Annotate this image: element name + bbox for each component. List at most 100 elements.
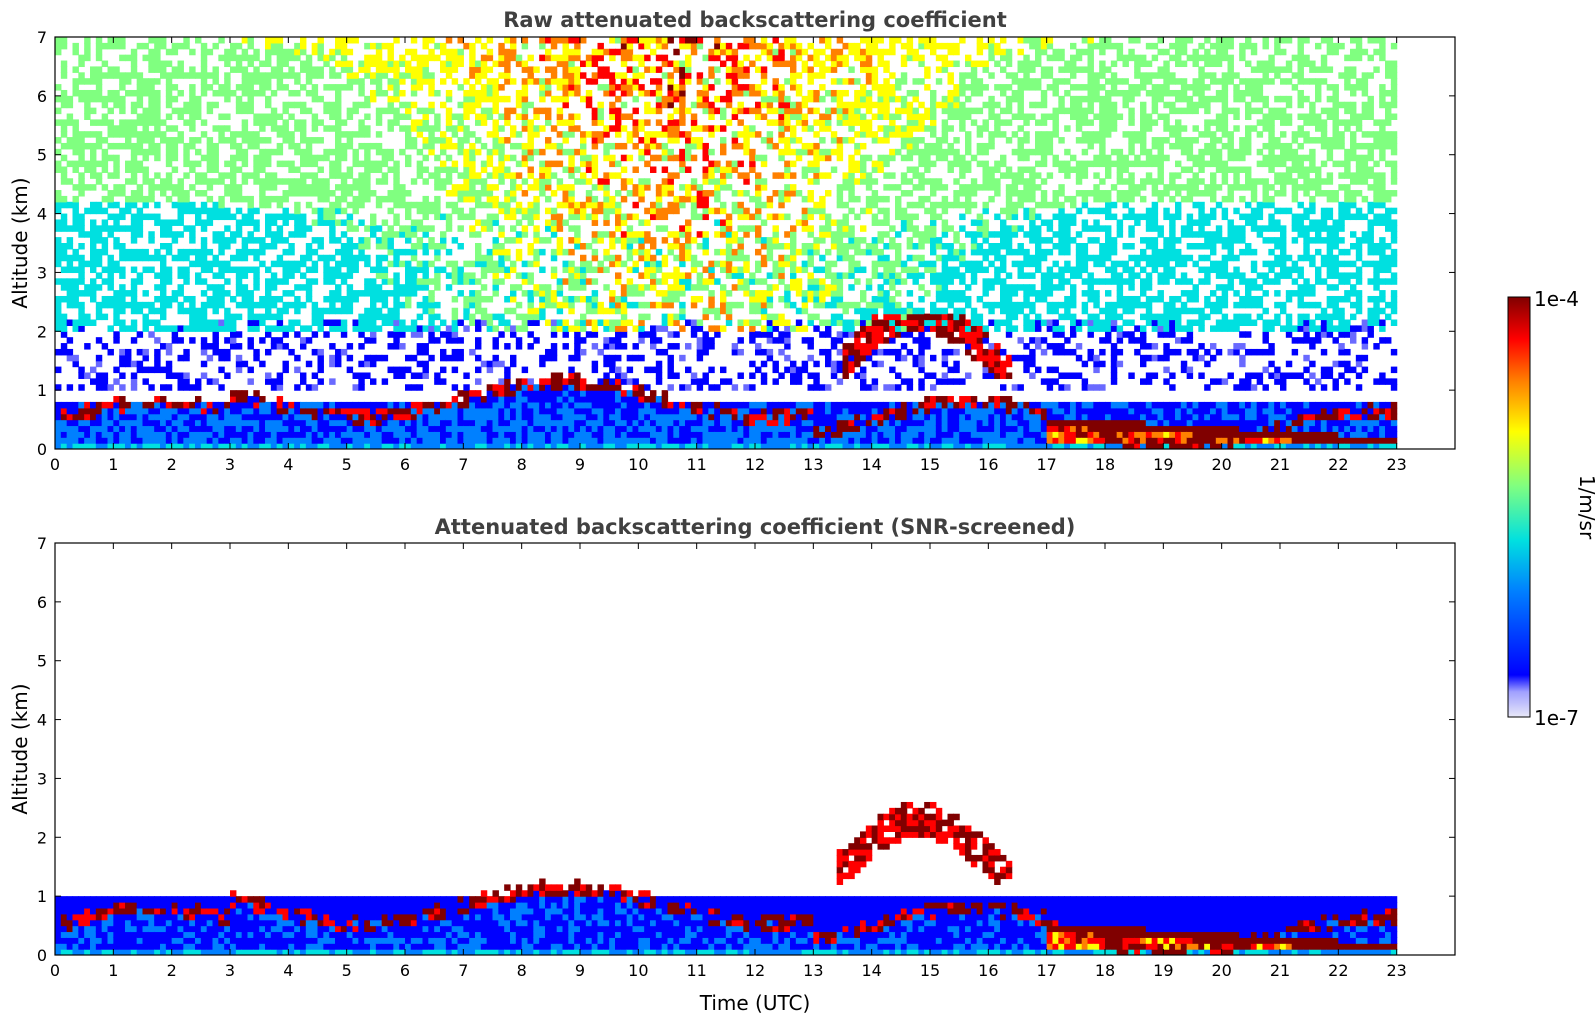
heatmap-cell <box>183 207 190 215</box>
heatmap-cell <box>410 443 418 449</box>
heatmap-cell <box>230 343 237 350</box>
heatmap-cell <box>130 419 138 427</box>
heatmap-cell <box>504 384 511 391</box>
heatmap-cell <box>177 266 184 274</box>
heatmap-cell <box>568 66 575 73</box>
heatmap-cell <box>241 54 249 62</box>
heatmap-cell <box>480 190 488 197</box>
heatmap-cell <box>416 219 424 226</box>
heatmap-cell <box>90 142 97 150</box>
heatmap-cell <box>597 107 604 115</box>
heatmap-cell <box>527 137 534 144</box>
heatmap-cell <box>702 54 709 62</box>
heatmap-cell <box>113 378 120 385</box>
heatmap-cell <box>667 319 674 326</box>
heatmap-cell <box>737 437 744 444</box>
heatmap-cell <box>661 95 669 103</box>
heatmap-cell <box>428 107 435 115</box>
heatmap-cell <box>154 419 161 427</box>
heatmap-cell <box>218 231 225 238</box>
heatmap-cell <box>160 407 167 415</box>
heatmap-cell <box>638 84 645 91</box>
heatmap-cell <box>399 248 406 256</box>
heatmap-cell <box>556 401 564 409</box>
heatmap-cell <box>148 331 155 338</box>
heatmap-cell <box>492 431 499 438</box>
heatmap-cell <box>95 254 103 262</box>
heatmap-cell <box>638 125 645 132</box>
heatmap-cell <box>533 201 540 209</box>
heatmap-cell <box>136 160 144 168</box>
heatmap-cell <box>55 325 62 332</box>
heatmap-cell <box>259 396 266 403</box>
heatmap-cell <box>136 142 144 150</box>
heatmap-cell <box>428 331 435 338</box>
heatmap-cell <box>265 101 272 109</box>
heatmap-cell <box>760 72 768 79</box>
heatmap-cell <box>486 48 494 56</box>
heatmap-cell <box>282 437 289 444</box>
heatmap-cell <box>218 290 225 297</box>
heatmap-cell <box>574 72 581 79</box>
heatmap-cell <box>370 266 377 274</box>
heatmap-cell <box>626 396 634 403</box>
heatmap-cell <box>405 425 412 432</box>
heatmap-cell <box>160 284 167 291</box>
heatmap-cell <box>597 131 604 138</box>
heatmap-cell <box>200 260 208 268</box>
heatmap-cell <box>101 166 109 173</box>
heatmap-cell <box>609 413 616 421</box>
heatmap-cell <box>90 266 97 274</box>
heatmap-cell <box>189 443 196 449</box>
heatmap-cell <box>142 407 149 415</box>
heatmap-cell <box>247 431 254 438</box>
heatmap-cell <box>160 190 167 197</box>
heatmap-cell <box>755 260 762 268</box>
heatmap-cell <box>451 237 459 244</box>
heatmap-cell <box>755 425 762 432</box>
heatmap-cell <box>737 266 744 274</box>
heatmap-cell <box>282 131 289 138</box>
heatmap-cell <box>609 437 616 444</box>
heatmap-cell <box>708 278 715 285</box>
heatmap-cell <box>95 284 103 291</box>
heatmap-cell <box>154 119 161 126</box>
heatmap-cell <box>358 254 365 262</box>
heatmap-cell <box>212 66 219 73</box>
heatmap-cell <box>224 407 231 415</box>
heatmap-cell <box>591 78 599 85</box>
heatmap-cell <box>235 354 243 362</box>
heatmap-cell <box>101 437 109 444</box>
heatmap-cell <box>358 178 365 185</box>
heatmap-cell <box>696 78 704 85</box>
heatmap-cell <box>235 396 243 403</box>
heatmap-cell <box>78 437 85 444</box>
heatmap-cell <box>486 319 494 326</box>
heatmap-cell <box>195 260 202 268</box>
heatmap-cell <box>626 443 634 449</box>
heatmap-cell <box>515 237 523 244</box>
heatmap-cell <box>574 89 581 97</box>
heatmap-cell <box>655 213 663 221</box>
heatmap-cell <box>428 142 435 150</box>
heatmap-cell <box>113 201 120 209</box>
heatmap-cell <box>749 89 756 97</box>
heatmap-cell <box>60 295 68 303</box>
heatmap-cell <box>195 419 202 427</box>
heatmap-cell <box>580 437 587 444</box>
heatmap-cell <box>620 431 628 438</box>
heatmap-cell <box>737 248 744 256</box>
heatmap-cell <box>335 160 342 168</box>
heatmap-cell <box>125 225 132 232</box>
heatmap-cell <box>696 407 704 415</box>
heatmap-cell <box>154 42 161 50</box>
heatmap-cell <box>177 107 184 115</box>
heatmap-cell <box>580 431 587 438</box>
heatmap-cell <box>609 401 616 409</box>
heatmap-cell <box>55 137 62 144</box>
heatmap-cell <box>270 178 278 185</box>
heatmap-cell <box>603 425 610 432</box>
heatmap-cell <box>218 207 225 215</box>
heatmap-cell <box>422 113 429 120</box>
heatmap-cell <box>311 437 319 444</box>
